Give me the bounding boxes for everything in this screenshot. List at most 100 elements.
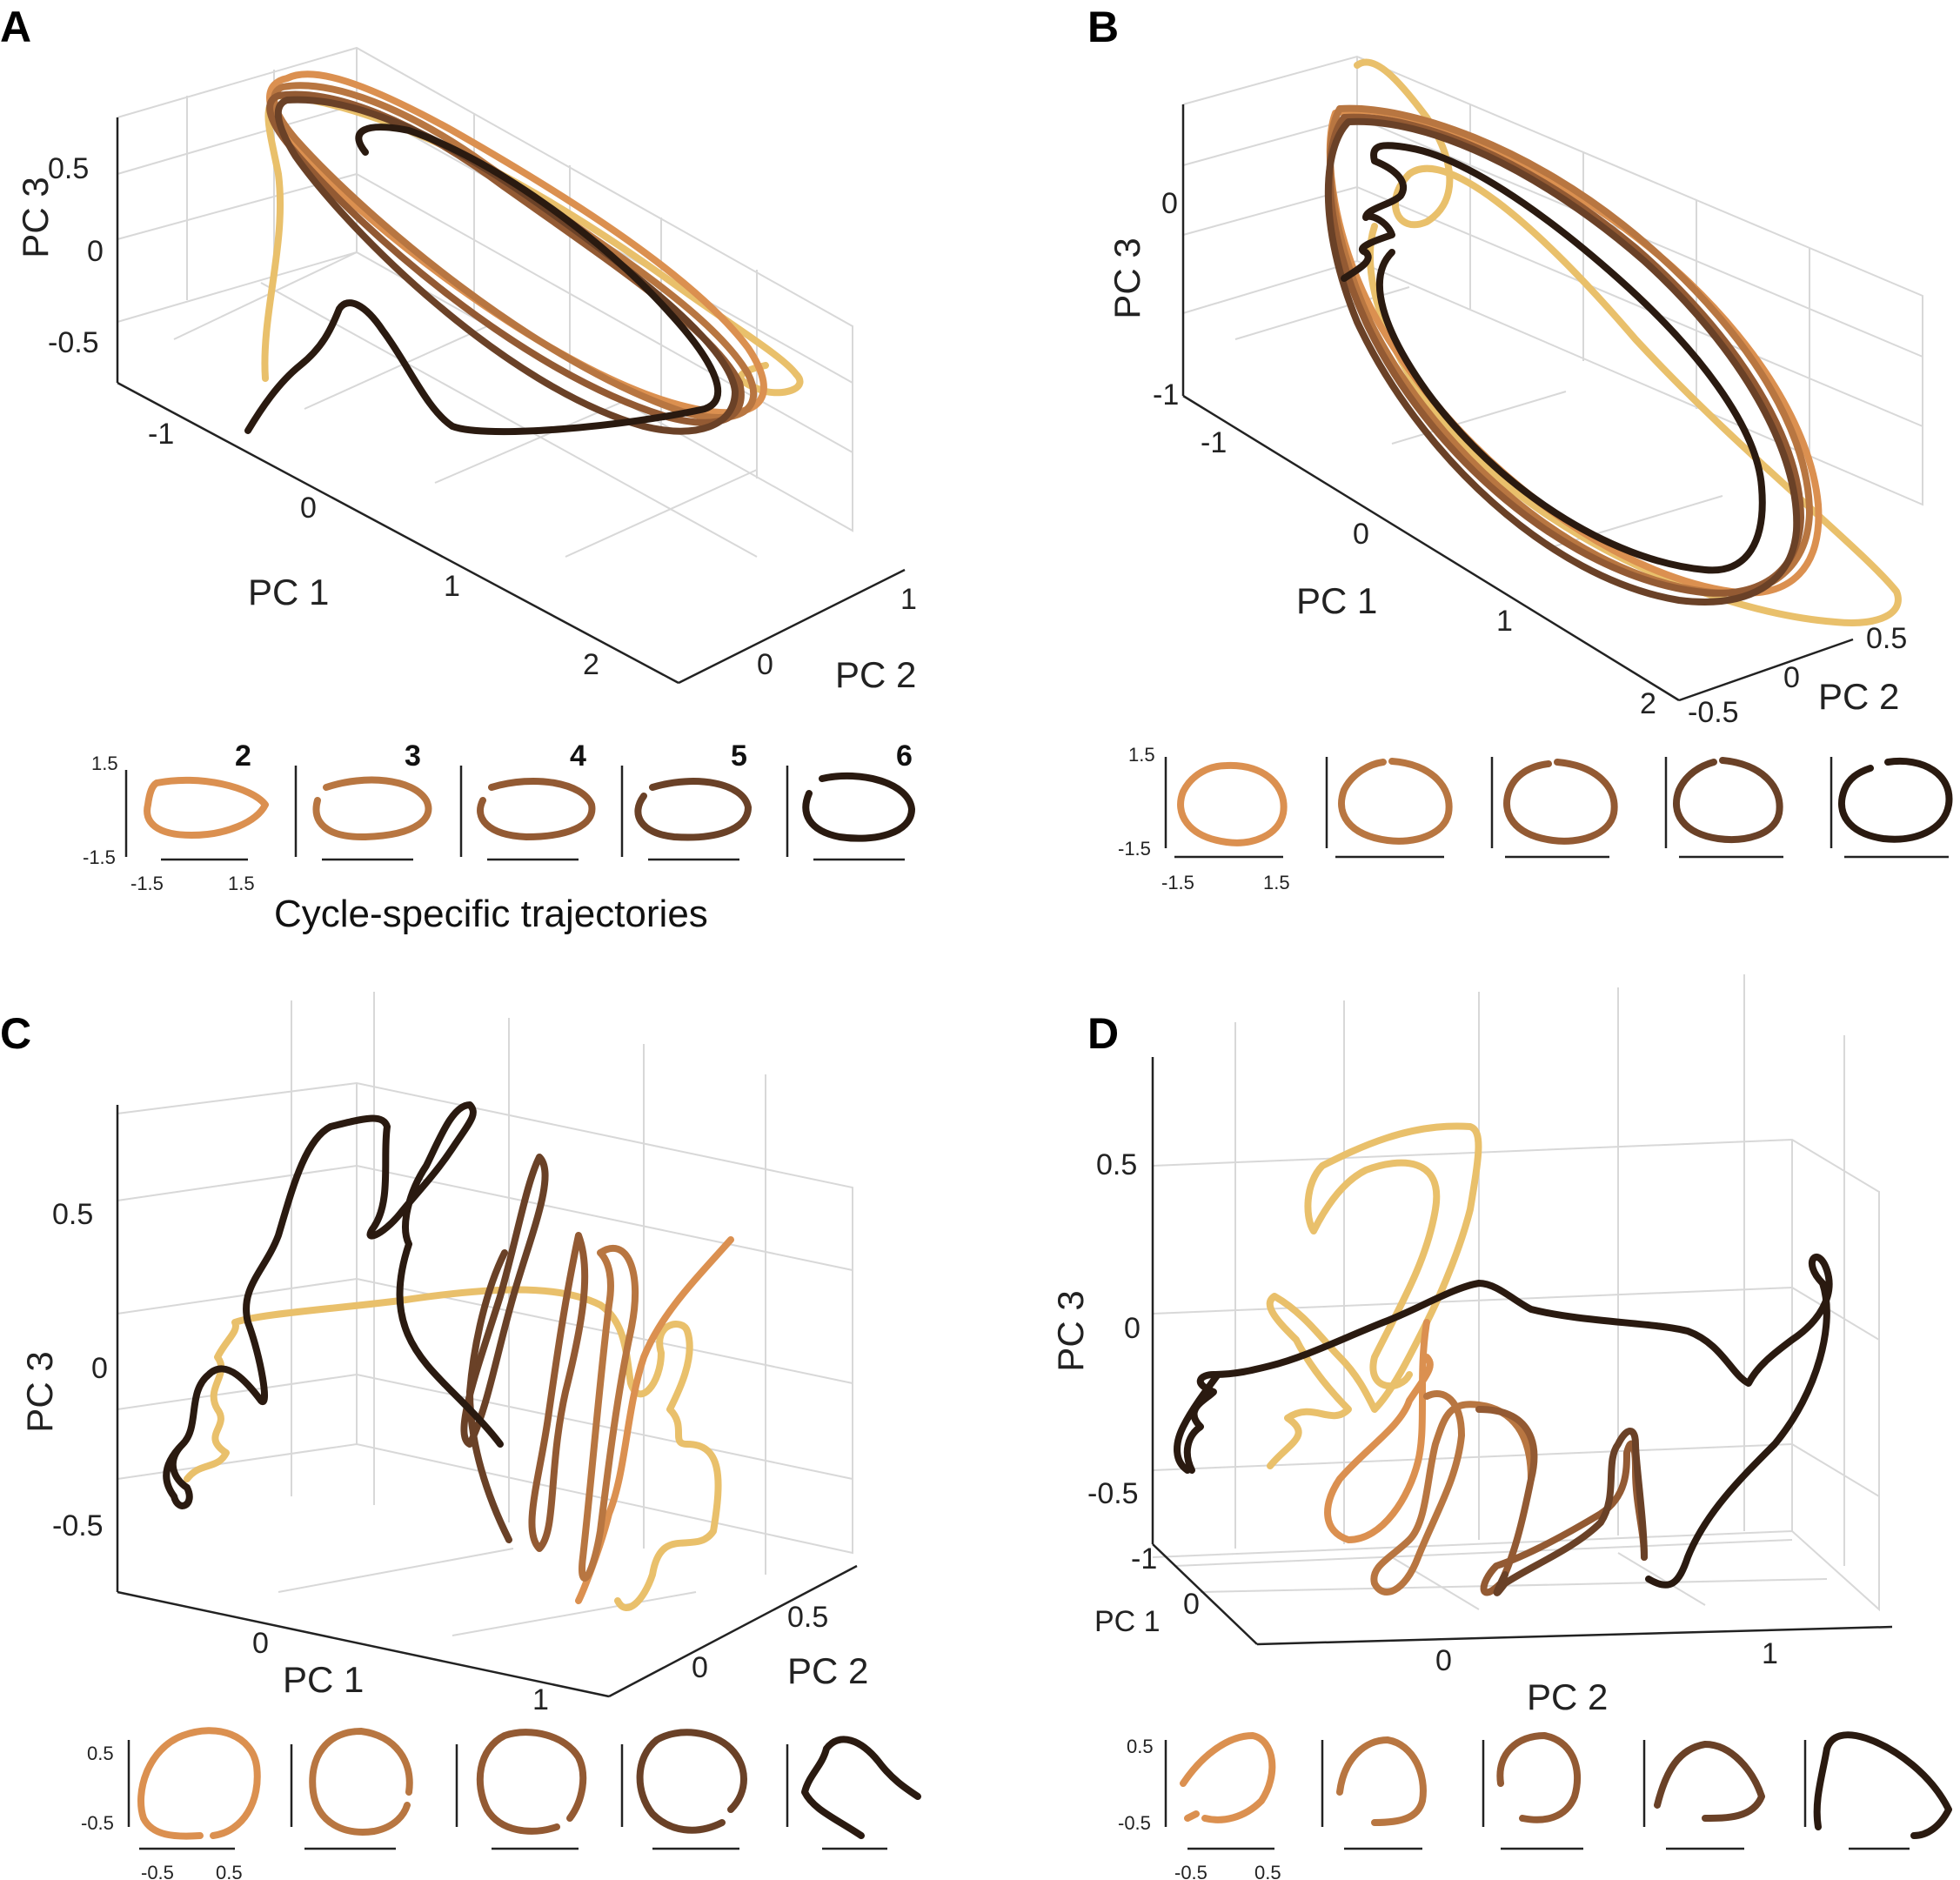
panel-a-z-tick-3: -0.5	[48, 326, 99, 359]
panel-d-y-tick-1: 0	[1435, 1644, 1452, 1677]
panel-b-inset-cycle-6	[1838, 758, 1953, 843]
panel-d-inset-y-tick-2: -0.5	[1118, 1812, 1151, 1834]
panel-c-trajectory-cycle-5b	[466, 1249, 512, 1543]
panel-c-trajectory-cycle-2	[575, 1236, 734, 1604]
panel-c-x-label: PC 1	[283, 1659, 364, 1700]
panel-a-inset-label-4: 4	[570, 739, 586, 773]
panel-a-x-tick-3: 1	[444, 570, 460, 603]
panel-c-trajectories	[163, 1101, 734, 1611]
panel-c-x-tick-1: 0	[252, 1627, 269, 1660]
panel-d-trajectory-cycle-5	[1493, 1428, 1648, 1596]
panel-b-x-tick-2: 0	[1353, 518, 1369, 551]
panel-c-inset-x-tick-2: 0.5	[216, 1862, 243, 1880]
panel-a-x-tick-2: 0	[300, 492, 317, 525]
panel-d-inset-x-tick-2: 0.5	[1254, 1862, 1281, 1880]
panel-b-trajectory-cycle-2	[1326, 107, 1823, 597]
panel-d-insets: 0.5 -0.5 -0.5 0.5	[1118, 1731, 1952, 1880]
panel-b: B 0 -1 -1 0 1 2 -0.5	[1087, 3, 1953, 893]
panel-d-trajectories	[1174, 1122, 1833, 1596]
panel-d-axes	[1151, 1057, 1893, 1646]
panel-c-z-label: PC 3	[19, 1351, 60, 1432]
panel-d-inset-cycle-2	[1180, 1732, 1276, 1823]
panel-c-trajectory-cycle-3	[579, 1244, 639, 1582]
panel-d-trajectory-cycle-2	[1324, 1319, 1434, 1543]
panel-b-y-label: PC 2	[1818, 676, 1899, 717]
panel-a-inset-cycle-3	[312, 776, 432, 841]
panel-a-z-label: PC 3	[15, 177, 56, 258]
panel-d-z-tick-1: 0.5	[1096, 1148, 1137, 1181]
panel-b-letter: B	[1087, 3, 1119, 51]
panel-c-trajectory-cycle-6	[163, 1101, 504, 1509]
panel-b-inset-x-tick-2: 1.5	[1263, 872, 1290, 893]
panel-a-inset-x-tick-2: 1.5	[228, 873, 255, 894]
panel-c-x-tick-2: 1	[532, 1683, 549, 1716]
panel-d-letter: D	[1087, 1009, 1119, 1058]
panel-b-x-tick-1: -1	[1201, 426, 1227, 459]
panel-b-inset-y-tick-2: -1.5	[1118, 838, 1151, 860]
panel-d-inset-y-tick-1: 0.5	[1127, 1736, 1154, 1757]
panel-b-z-tick-1: 0	[1161, 187, 1178, 220]
panel-a-inset-label-2: 2	[235, 739, 251, 773]
panel-a-inset-caption: Cycle-specific trajectories	[274, 893, 708, 935]
panel-a: A 0.5 0 -0.5	[0, 3, 917, 935]
panel-b-insets: 1.5 -1.5 -1.5 1.5	[1118, 744, 1953, 893]
panel-d-y-label: PC 2	[1527, 1676, 1608, 1717]
panel-d: D 0.5 0 -0.5 -1	[1050, 974, 1952, 1880]
panel-a-x-label: PC 1	[248, 572, 329, 612]
panel-c-trajectory-cycle-4	[528, 1232, 589, 1552]
panel-d-trajectory-cycle-3	[1370, 1390, 1535, 1596]
panel-c-insets: 0.5 -0.5 -0.5 0.5	[81, 1727, 921, 1880]
panel-c-y-tick-1: 0	[692, 1651, 708, 1684]
panel-a-inset-y-tick-1: 1.5	[91, 753, 118, 774]
panel-d-trajectory-cycle-6b	[1174, 1371, 1221, 1474]
panel-d-z-tick-2: 0	[1124, 1312, 1141, 1345]
panel-c-inset-y-tick-2: -0.5	[81, 1812, 114, 1834]
panel-a-axes	[116, 117, 906, 685]
panel-d-inset-cycle-4	[1496, 1732, 1582, 1823]
panel-d-trajectory-cycle-1	[1266, 1122, 1482, 1469]
panel-a-inset-x-tick-1: -1.5	[130, 873, 164, 894]
panel-d-z-tick-3: -0.5	[1087, 1477, 1139, 1510]
panel-a-inset-cycle-4	[477, 777, 596, 840]
panel-a-trajectory-cycle-1	[261, 92, 804, 397]
panel-a-inset-cycle-6	[802, 773, 915, 842]
panel-c-inset-cycle-4	[476, 1729, 587, 1835]
panel-c-inset-x-tick-1: -0.5	[141, 1862, 174, 1880]
panel-c-inset-cycle-2	[137, 1727, 261, 1840]
panel-c-inset-cycle-6	[801, 1736, 921, 1839]
panel-a-inset-label-5: 5	[731, 739, 747, 773]
panel-d-x-label: PC 1	[1094, 1605, 1161, 1638]
panel-c-trajectory-cycle-5	[460, 1154, 549, 1448]
panel-c-trajectory-cycle-1	[184, 1286, 722, 1611]
panel-b-trajectories	[1324, 58, 1902, 626]
panel-b-trajectory-cycle-1	[1354, 58, 1902, 626]
panel-d-inset-x-tick-1: -0.5	[1174, 1862, 1207, 1880]
panel-a-insets: 1.5 -1.5 -1.5 1.5 2 3 4 5 6 Cycle-specif…	[83, 739, 915, 935]
panel-a-inset-cycle-5	[634, 778, 752, 841]
panel-c-ticks: 0.5 0 -0.5 0 1 0 0.5 PC 3 PC 1 PC 2	[19, 1198, 868, 1716]
panel-c-z-tick-2: 0	[91, 1352, 108, 1385]
panel-a-inset-label-3: 3	[405, 739, 421, 773]
panel-d-z-label: PC 3	[1050, 1290, 1091, 1371]
panel-d-grid	[1152, 974, 1880, 1612]
panel-d-inset-cycle-5	[1654, 1741, 1765, 1822]
panel-b-trajectory-cycle-6	[1341, 142, 1766, 574]
panel-c-axes	[116, 1105, 858, 1698]
panel-b-axes	[1181, 104, 1854, 702]
panel-b-x-tick-3: 1	[1496, 605, 1513, 638]
panel-b-inset-cycle-2	[1177, 761, 1288, 846]
panel-b-ticks: 0 -1 -1 0 1 2 -0.5 0 0.5 PC 3 PC 1 PC 2	[1107, 187, 1907, 729]
panel-a-letter: A	[0, 3, 31, 51]
panel-a-inset-y-tick-2: -1.5	[83, 846, 116, 868]
panel-a-y-label: PC 2	[835, 654, 916, 695]
panel-a-trajectory-cycle-2	[266, 70, 767, 417]
panel-a-trajectory-cycle-3	[271, 82, 757, 421]
panel-c-inset-y-tick-1: 0.5	[87, 1743, 114, 1764]
panel-d-inset-cycle-6	[1813, 1731, 1952, 1839]
panel-b-z-tick-2: -1	[1153, 378, 1179, 411]
panel-a-trajectories	[244, 70, 804, 436]
panel-b-inset-x-tick-1: -1.5	[1161, 872, 1194, 893]
panel-b-x-label: PC 1	[1296, 580, 1377, 621]
panel-c-inset-cycle-5	[636, 1729, 747, 1834]
panel-b-inset-cycle-5	[1673, 757, 1783, 843]
